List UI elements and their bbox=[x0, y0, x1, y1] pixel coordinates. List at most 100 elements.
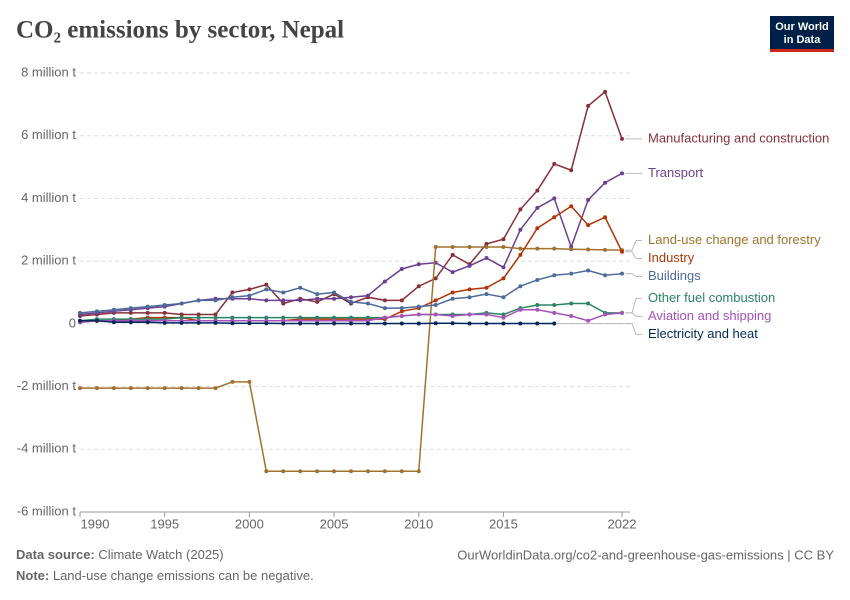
point bbox=[349, 299, 353, 304]
point bbox=[230, 379, 235, 384]
point bbox=[315, 315, 320, 320]
point bbox=[349, 321, 353, 326]
point bbox=[162, 303, 167, 308]
point bbox=[196, 298, 201, 303]
note: Note: Land-use change emissions can be n… bbox=[16, 568, 314, 583]
point bbox=[484, 292, 489, 297]
point bbox=[535, 205, 540, 210]
point bbox=[128, 310, 133, 315]
point bbox=[433, 312, 438, 317]
point bbox=[450, 270, 455, 275]
y-tick-label: 8 million t bbox=[21, 64, 76, 79]
point bbox=[315, 321, 320, 326]
point bbox=[145, 386, 150, 391]
point bbox=[382, 306, 387, 311]
point bbox=[501, 265, 506, 270]
point bbox=[247, 379, 252, 384]
label-connector bbox=[625, 312, 642, 317]
source-label: Data source: bbox=[16, 547, 95, 562]
point bbox=[281, 318, 286, 323]
point bbox=[365, 301, 370, 306]
legend-label: Industry bbox=[648, 250, 695, 265]
point bbox=[416, 312, 421, 317]
point bbox=[501, 245, 506, 250]
point bbox=[264, 321, 269, 326]
point bbox=[620, 171, 624, 176]
y-tick-label: -6 million t bbox=[17, 503, 77, 518]
point bbox=[128, 320, 133, 325]
point bbox=[399, 469, 404, 474]
point bbox=[332, 318, 337, 323]
label-connector bbox=[625, 251, 642, 260]
point bbox=[569, 301, 574, 306]
logo: Our World in Data bbox=[770, 16, 834, 52]
point bbox=[281, 321, 286, 326]
y-tick-label: 6 million t bbox=[21, 127, 76, 142]
point bbox=[281, 315, 286, 320]
point bbox=[78, 310, 82, 315]
point bbox=[467, 312, 472, 317]
point bbox=[535, 226, 540, 231]
point bbox=[518, 227, 523, 232]
point bbox=[535, 246, 540, 251]
y-tick-label: 2 million t bbox=[21, 253, 76, 268]
x-tick-label: 1995 bbox=[150, 516, 179, 531]
point bbox=[298, 315, 303, 320]
point bbox=[450, 290, 455, 295]
x-tick-label: 2000 bbox=[235, 516, 264, 531]
point bbox=[518, 246, 523, 251]
point bbox=[382, 298, 387, 303]
legend-label: Other fuel combustion bbox=[648, 290, 775, 305]
point bbox=[264, 282, 269, 287]
point bbox=[518, 307, 523, 312]
point bbox=[298, 298, 303, 303]
link[interactable]: OurWorldinData.org/co2-and-greenhouse-ga… bbox=[457, 547, 834, 562]
point bbox=[569, 271, 574, 276]
point bbox=[399, 321, 404, 326]
point bbox=[315, 318, 320, 323]
point bbox=[416, 321, 421, 326]
point bbox=[145, 304, 150, 309]
legend-label: Electricity and heat bbox=[648, 326, 758, 341]
point bbox=[501, 321, 506, 326]
point bbox=[467, 287, 472, 292]
point bbox=[603, 215, 608, 220]
point bbox=[247, 296, 252, 301]
point bbox=[315, 296, 320, 301]
point bbox=[433, 276, 438, 281]
point bbox=[94, 318, 99, 323]
point bbox=[620, 271, 624, 276]
point bbox=[620, 310, 624, 315]
label-connector bbox=[557, 323, 642, 335]
point bbox=[382, 315, 387, 320]
point bbox=[416, 262, 421, 267]
series-line bbox=[79, 90, 623, 317]
point bbox=[535, 303, 540, 308]
point bbox=[450, 252, 455, 257]
source: Data source: Climate Watch (2025) bbox=[16, 547, 224, 562]
point bbox=[569, 314, 574, 319]
point bbox=[179, 315, 184, 320]
point bbox=[416, 469, 421, 474]
point bbox=[382, 321, 387, 326]
point bbox=[281, 298, 286, 303]
legend-label: Land-use change and forestry bbox=[648, 232, 821, 247]
label-connector bbox=[625, 297, 642, 314]
point bbox=[484, 285, 489, 290]
point bbox=[399, 306, 404, 311]
point bbox=[484, 321, 489, 326]
point bbox=[518, 207, 523, 212]
point bbox=[399, 314, 404, 319]
point bbox=[179, 301, 184, 306]
point bbox=[128, 306, 133, 311]
point bbox=[586, 103, 591, 108]
point bbox=[332, 296, 337, 301]
source-text: Climate Watch (2025) bbox=[98, 547, 223, 562]
point bbox=[501, 295, 506, 300]
point bbox=[552, 321, 557, 326]
point bbox=[332, 290, 337, 295]
logo-bar bbox=[770, 49, 834, 52]
point bbox=[569, 204, 574, 209]
point bbox=[501, 315, 506, 320]
